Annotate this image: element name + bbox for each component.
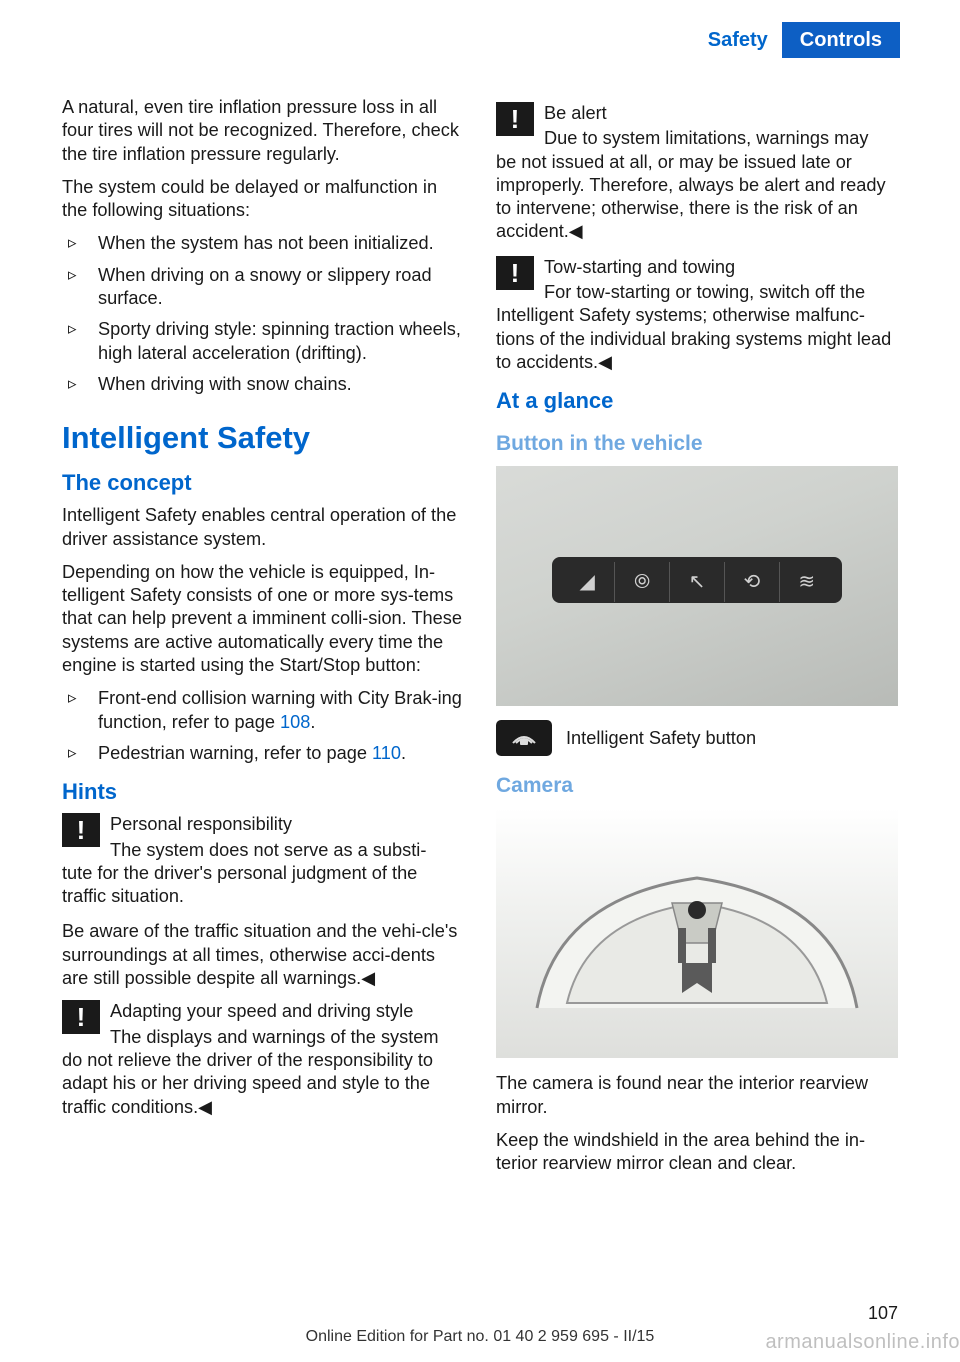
page-content: A natural, even tire inflation pressure …	[62, 96, 898, 1185]
list-item: When the system has not been initialized…	[62, 232, 464, 255]
list-item: When driving on a snowy or slippery road…	[62, 264, 464, 311]
panel-button-icon: ≋	[780, 562, 834, 602]
list-text: .	[401, 743, 406, 763]
list-item: Pedestrian warning, refer to page 110.	[62, 742, 464, 765]
page-header: Safety Controls	[708, 22, 900, 58]
image-vehicle-button-panel: ◢ ⦾ ↖ ⟲ ≋	[496, 466, 898, 706]
warning-icon: !	[62, 1000, 100, 1034]
button-panel-icons: ◢ ⦾ ↖ ⟲ ≋	[560, 562, 833, 602]
concept-paragraph-2: Depending on how the vehicle is equipped…	[62, 561, 464, 677]
warning-title: Personal responsibility	[110, 813, 464, 836]
panel-button-icon: ⦾	[615, 562, 670, 602]
heading-camera: Camera	[496, 774, 898, 798]
intelligent-safety-button-icon	[496, 720, 552, 756]
warning-icon: !	[496, 102, 534, 136]
page-ref-link[interactable]: 110	[372, 743, 401, 763]
intro-paragraph-1: A natural, even tire inflation pressure …	[62, 96, 464, 166]
warning-personal-responsibility: ! Personal responsibility The system doe…	[62, 813, 464, 908]
list-item: When driving with snow chains.	[62, 373, 464, 396]
list-item: Front-end collision warning with City Br…	[62, 687, 464, 734]
header-section-safety: Safety	[708, 22, 782, 58]
warning-icon: !	[496, 256, 534, 290]
image-camera-location	[496, 808, 898, 1058]
section-title-intelligent-safety: Intelligent Safety	[62, 420, 464, 456]
warning-body-line: The displays and warnings of the system	[110, 1026, 464, 1049]
warning-title: Tow-starting and towing	[544, 256, 898, 279]
camera-paragraph-1: The camera is found near the interior re…	[496, 1072, 898, 1119]
heading-hints: Hints	[62, 779, 464, 805]
warning-be-alert: ! Be alert Due to system limitations, wa…	[496, 102, 898, 244]
safety-button-label: Intelligent Safety button	[566, 728, 756, 749]
warning-paragraph: Be aware of the traffic situation and th…	[62, 920, 464, 990]
warning-body: Intelligent Safety systems; otherwise ma…	[496, 304, 898, 374]
page-number: 107	[868, 1303, 898, 1324]
page-ref-link[interactable]: 108	[280, 712, 310, 732]
warning-title: Be alert	[544, 102, 898, 125]
list-text: .	[310, 712, 315, 732]
right-column: ! Be alert Due to system limitations, wa…	[496, 96, 898, 1185]
warning-title: Adapting your speed and driving style	[110, 1000, 464, 1023]
panel-button-icon: ⟲	[725, 562, 780, 602]
heading-button-in-vehicle: Button in the vehicle	[496, 432, 898, 456]
panel-button-icon: ◢	[560, 562, 615, 602]
concept-list: Front-end collision warning with City Br…	[62, 687, 464, 765]
heading-the-concept: The concept	[62, 470, 464, 496]
header-section-controls: Controls	[782, 22, 900, 58]
left-column: A natural, even tire inflation pressure …	[62, 96, 464, 1185]
warning-body-line: Due to system limitations, warnings may	[544, 127, 898, 150]
warning-adapting-speed: ! Adapting your speed and driving style …	[62, 1000, 464, 1118]
warning-body-line: The system does not serve as a substi‐	[110, 839, 464, 862]
watermark-text: armanualsonline.info	[765, 1331, 960, 1354]
warning-body: tute for the driver's personal judgment …	[62, 862, 464, 909]
warning-icon: !	[62, 813, 100, 847]
situations-list: When the system has not been initialized…	[62, 232, 464, 396]
safety-button-legend: Intelligent Safety button	[496, 720, 898, 756]
warning-tow-starting: ! Tow-starting and towing For tow-starti…	[496, 256, 898, 374]
camera-paragraph-2: Keep the windshield in the area behind t…	[496, 1129, 898, 1176]
concept-paragraph-1: Intelligent Safety enables central opera…	[62, 504, 464, 551]
list-text: Pedestrian warning, refer to page	[98, 743, 372, 763]
heading-at-a-glance: At a glance	[496, 388, 898, 414]
warning-body: be not issued at all, or may be issued l…	[496, 151, 898, 244]
list-item: Sporty driving style: spinning traction …	[62, 318, 464, 365]
warning-body-line: For tow-starting or towing, switch off t…	[544, 281, 898, 304]
panel-button-icon: ↖	[670, 562, 725, 602]
intro-paragraph-2: The system could be delayed or malfuncti…	[62, 176, 464, 223]
warning-body: do not relieve the driver of the respons…	[62, 1049, 464, 1119]
